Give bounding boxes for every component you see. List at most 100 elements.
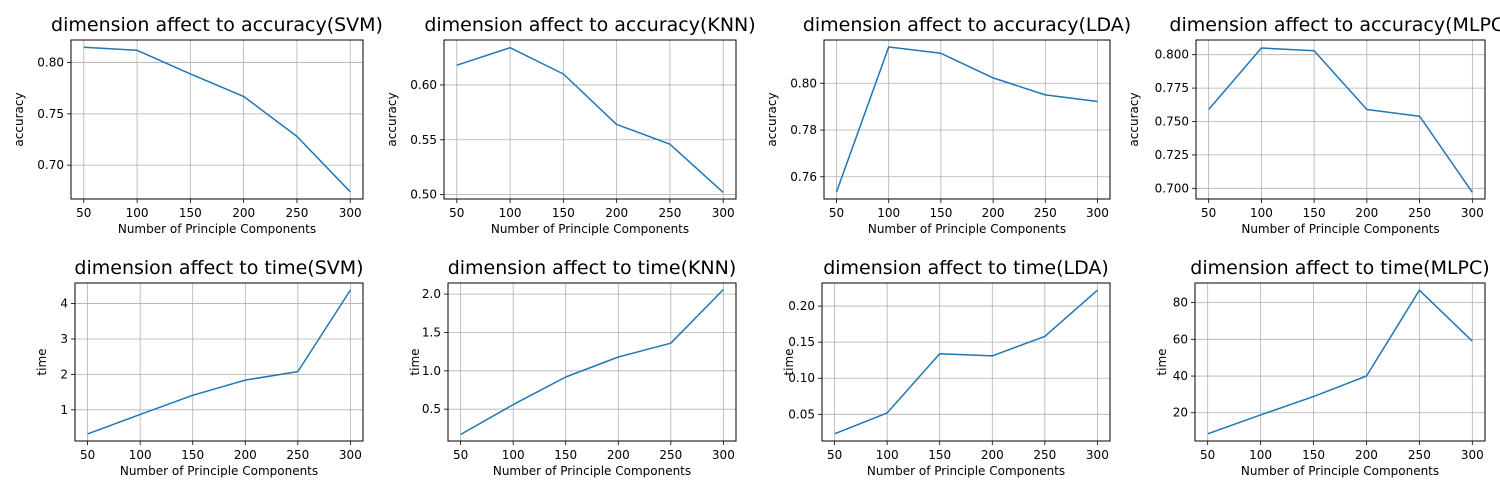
series-line bbox=[460, 288, 724, 436]
axes-frame bbox=[1194, 282, 1486, 442]
series-line bbox=[835, 46, 1098, 193]
subplot-3: 50 100 150 200 250 300 0.76 0.78 0.80 dimension a… bbox=[765, 14, 1131, 236]
x-tick-label: 300 bbox=[1461, 206, 1484, 220]
x-tick-label: 300 bbox=[712, 448, 735, 462]
x-tick-label: 150 bbox=[928, 448, 951, 462]
x-tick-label: 150 bbox=[552, 206, 575, 220]
x-tick-label: 250 bbox=[659, 448, 682, 462]
y-tick-label: 0.20 bbox=[788, 299, 815, 313]
x-tick-label: 200 bbox=[981, 448, 1004, 462]
y-axis-label: time bbox=[782, 348, 796, 375]
y-tick-label: 0.80 bbox=[37, 56, 64, 70]
y-tick-label: 1 bbox=[60, 403, 68, 417]
x-tick-label: 300 bbox=[1461, 448, 1484, 462]
axes-frame bbox=[443, 39, 737, 200]
x-axis-label: Number of Principle Components bbox=[867, 464, 1065, 478]
x-tick-label: 100 bbox=[502, 448, 525, 462]
subplot-5: 50 100 150 200 250 300 1 2 3 4 dimension affect to… bbox=[35, 257, 364, 478]
x-axis-label: Number of Principle Components bbox=[493, 464, 691, 478]
y-tick-label: 0.15 bbox=[788, 335, 815, 349]
x-tick-label: 100 bbox=[126, 206, 149, 220]
x-tick-label: 150 bbox=[179, 206, 202, 220]
chart-title: dimension affect to time(KNN) bbox=[448, 257, 737, 279]
x-tick-label: 250 bbox=[1033, 448, 1056, 462]
x-tick-label: 250 bbox=[1408, 206, 1431, 220]
x-axis-label: Number of Principle Components bbox=[120, 464, 318, 478]
y-axis-label: accuracy bbox=[765, 92, 779, 146]
y-tick-label: 3 bbox=[60, 332, 68, 346]
chart-title: dimension affect to time(MLPC) bbox=[1190, 257, 1489, 279]
y-tick-label: 4 bbox=[60, 297, 68, 311]
x-tick-label: 50 bbox=[80, 448, 95, 462]
x-tick-label: 100 bbox=[876, 448, 899, 462]
x-tick-label: 150 bbox=[554, 448, 577, 462]
x-axis-label: Number of Principle Components bbox=[118, 222, 316, 236]
x-tick-label: 150 bbox=[929, 206, 952, 220]
y-tick-label: 0.70 bbox=[37, 158, 64, 172]
axes-frame bbox=[74, 282, 364, 442]
y-tick-label: 1.0 bbox=[422, 364, 441, 378]
y-tick-label: 0.05 bbox=[788, 407, 815, 421]
y-tick-label: 0.55 bbox=[410, 133, 437, 147]
x-tick-label: 300 bbox=[1086, 206, 1109, 220]
y-axis-label: accuracy bbox=[12, 92, 26, 146]
x-tick-label: 250 bbox=[285, 206, 308, 220]
axes-frame bbox=[447, 282, 737, 442]
x-tick-label: 300 bbox=[339, 206, 362, 220]
y-tick-label: 60 bbox=[1173, 332, 1188, 346]
chart-title: dimension affect to time(SVM) bbox=[74, 257, 363, 279]
series-line bbox=[456, 46, 724, 193]
x-tick-label: 100 bbox=[1250, 206, 1273, 220]
y-tick-label: 40 bbox=[1173, 369, 1188, 383]
subplot-2: 50 100 150 200 250 300 0.50 0.55 0.60 dimension a… bbox=[385, 14, 756, 236]
y-tick-label: 0.60 bbox=[410, 78, 437, 92]
x-tick-label: 250 bbox=[1408, 448, 1431, 462]
series-line bbox=[1207, 289, 1473, 435]
axes-frame bbox=[70, 39, 364, 200]
x-tick-label: 200 bbox=[607, 448, 630, 462]
subplot-8: 50 100 150 200 250 300 20 40 60 80 dimension affec… bbox=[1155, 257, 1490, 478]
axes-frame bbox=[1195, 39, 1486, 200]
y-axis-label: accuracy bbox=[385, 92, 399, 146]
y-tick-label: 20 bbox=[1173, 406, 1188, 420]
x-tick-label: 300 bbox=[1086, 448, 1109, 462]
x-tick-label: 50 bbox=[1200, 448, 1215, 462]
x-tick-label: 150 bbox=[1302, 448, 1325, 462]
y-tick-label: 1.5 bbox=[422, 325, 441, 339]
x-tick-label: 100 bbox=[499, 206, 522, 220]
y-tick-label: 0.10 bbox=[788, 371, 815, 385]
y-tick-label: 2 bbox=[60, 367, 68, 381]
x-tick-label: 300 bbox=[712, 206, 735, 220]
x-tick-label: 200 bbox=[605, 206, 628, 220]
x-tick-label: 150 bbox=[181, 448, 204, 462]
x-tick-label: 250 bbox=[658, 206, 681, 220]
x-tick-label: 50 bbox=[1201, 206, 1216, 220]
y-tick-label: 2.0 bbox=[422, 287, 441, 301]
y-tick-label: 0.80 bbox=[790, 76, 817, 90]
chart-title: dimension affect to accuracy(KNN) bbox=[424, 14, 755, 36]
y-tick-label: 0.800 bbox=[1155, 48, 1189, 62]
axes-frame bbox=[823, 39, 1111, 200]
x-axis-label: Number of Principle Components bbox=[868, 222, 1066, 236]
y-tick-label: 80 bbox=[1173, 296, 1188, 310]
x-tick-label: 50 bbox=[829, 206, 844, 220]
x-tick-label: 150 bbox=[1303, 206, 1326, 220]
subplot-1: 50 100 150 200 250 300 0.70 0.75 0.80 dimension a… bbox=[12, 14, 383, 236]
chart-title: dimension affect to accuracy(MLPC) bbox=[1169, 14, 1500, 36]
x-tick-label: 200 bbox=[1355, 448, 1378, 462]
x-tick-label: 50 bbox=[827, 448, 842, 462]
y-tick-label: 0.750 bbox=[1155, 115, 1189, 129]
x-axis-label: Number of Principle Components bbox=[1241, 464, 1439, 478]
series-line bbox=[87, 289, 352, 435]
y-tick-label: 0.50 bbox=[410, 188, 437, 202]
series-line bbox=[1208, 47, 1473, 193]
y-tick-label: 0.78 bbox=[790, 123, 817, 137]
subplot-4: 50 100 150 200 250 300 0.700 0.725 0.750 0.775 0.8… bbox=[1127, 14, 1500, 236]
x-axis-label: Number of Principle Components bbox=[1241, 222, 1439, 236]
x-tick-label: 50 bbox=[453, 448, 468, 462]
x-tick-label: 100 bbox=[1249, 448, 1272, 462]
series-line bbox=[83, 46, 351, 193]
y-axis-label: accuracy bbox=[1127, 92, 1141, 146]
y-axis-label: time bbox=[35, 348, 49, 375]
